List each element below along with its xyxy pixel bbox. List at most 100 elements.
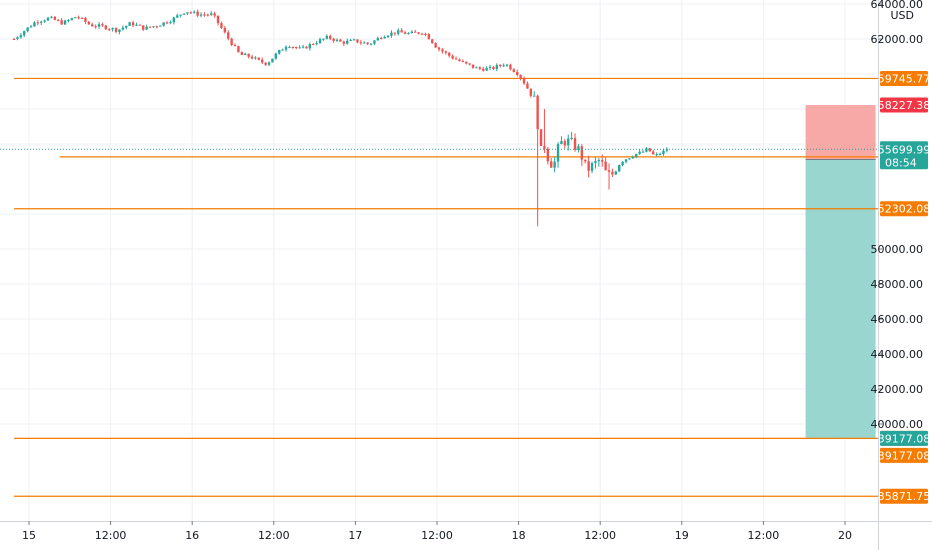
candle-body [536, 95, 539, 130]
candle-body [584, 159, 587, 162]
candle-body [67, 20, 70, 22]
candle-body [179, 14, 182, 16]
candle-body [332, 38, 335, 41]
position-tool[interactable] [805, 105, 876, 439]
candle-body [121, 27, 125, 30]
time-tick-label: 16 [185, 529, 199, 542]
candle-body [305, 46, 308, 49]
candle-body [91, 24, 94, 27]
time-tick-label: 20 [838, 529, 852, 542]
candle-body [237, 46, 240, 53]
candle-body [145, 26, 148, 30]
candle-body [104, 25, 108, 30]
candle-body [196, 11, 199, 16]
candle-body [203, 14, 206, 16]
candle-body [339, 39, 342, 42]
candle-body [553, 161, 556, 168]
candle-body [159, 25, 162, 27]
candle-body [189, 12, 193, 14]
candle-body [342, 41, 346, 44]
candle-body [546, 148, 550, 162]
candle-body [26, 27, 29, 32]
candle-body [594, 161, 597, 164]
candle-body [230, 38, 233, 46]
candle-body [329, 35, 332, 39]
take-profit-zone[interactable] [805, 159, 876, 439]
candle-body [448, 52, 451, 56]
candle-body [380, 37, 383, 39]
candle-body [118, 29, 121, 32]
candle-body [403, 32, 407, 34]
candle-body [597, 160, 601, 162]
candle-body [471, 64, 475, 68]
candle-body [346, 40, 349, 44]
candle-body [60, 20, 63, 25]
currency-label: USD [890, 9, 914, 22]
last-price-tag: 55699.99 [878, 143, 931, 156]
candle-body [410, 31, 414, 34]
candle-body [635, 153, 638, 157]
time-tick-label: 15 [22, 529, 36, 542]
price-tags: 59745.7755265.2752302.0839177.0835871.75… [878, 70, 931, 504]
level-price-tag: 35871.75 [878, 490, 931, 503]
candle-body [261, 59, 264, 63]
stop-loss-zone[interactable] [805, 105, 876, 160]
candle-body [312, 44, 315, 46]
candle-body [315, 43, 318, 45]
candle-body [570, 137, 573, 139]
candle-body [278, 49, 281, 54]
level-price-tag-bg [880, 70, 928, 86]
candle-body [519, 74, 522, 79]
candle-body [434, 43, 437, 48]
candle-body [492, 66, 495, 70]
candle-body [233, 45, 237, 47]
candle-body [216, 15, 220, 24]
candle-body [424, 33, 427, 35]
price-tick-label: 46000.00 [871, 313, 924, 326]
last-price-tag-bg [880, 141, 928, 170]
candle-body [356, 39, 359, 43]
candle-body [567, 138, 570, 146]
candle-body [444, 51, 448, 53]
candle-body [363, 42, 366, 44]
candle-body [655, 154, 658, 156]
candle-body [482, 68, 485, 71]
candle-body [281, 49, 284, 51]
candle-body [125, 25, 128, 28]
candle-body [84, 17, 87, 22]
candle-body [369, 43, 373, 45]
candle-body [80, 17, 84, 19]
candle-body [138, 24, 142, 26]
time-tick-label: 12:00 [258, 529, 290, 542]
level-price-tag-bg [880, 447, 928, 463]
candle-body [638, 151, 641, 154]
candle-body [40, 21, 43, 23]
candle-body [601, 160, 604, 162]
candle-body [301, 46, 305, 48]
time-tick-label: 17 [348, 529, 362, 542]
candle-body [352, 39, 356, 41]
candle-body [580, 146, 584, 160]
candle-body [499, 65, 502, 67]
candle-body [50, 16, 53, 18]
candle-body [407, 33, 410, 35]
candle-body [284, 46, 288, 50]
candle-body [101, 24, 104, 26]
candle-body [298, 47, 301, 49]
candle-body [539, 129, 543, 146]
candlestick-series [12, 9, 669, 227]
candle-body [488, 66, 492, 68]
candle-body [550, 161, 553, 168]
candle-body [169, 22, 172, 24]
candle-body [556, 144, 560, 162]
candle-body [250, 56, 254, 59]
candle-body [495, 65, 499, 70]
horizontal-levels[interactable] [14, 77, 878, 497]
candle-body [33, 22, 36, 27]
candle-body [366, 42, 369, 45]
candle-body [427, 33, 431, 40]
candle-body [186, 12, 189, 14]
candle-body [172, 17, 176, 23]
candle-body [502, 65, 505, 67]
